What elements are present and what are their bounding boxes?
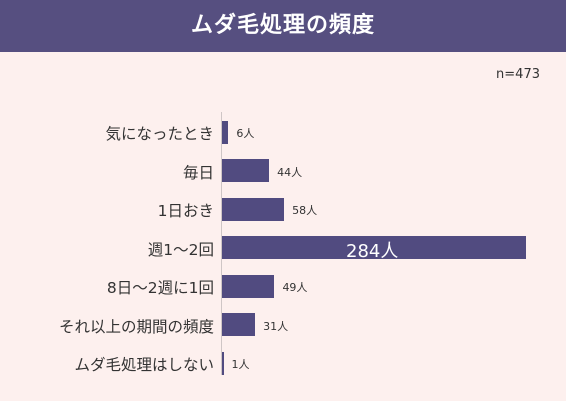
category-label: 8日～2週に1回 xyxy=(106,279,214,297)
category-label: 1日おき xyxy=(157,202,214,220)
category-label: 週1～2回 xyxy=(147,240,214,259)
bar xyxy=(222,197,285,221)
data-label: 1人 xyxy=(231,358,250,371)
bar xyxy=(222,351,224,375)
data-label: 31人 xyxy=(263,319,289,333)
category-label: 毎日 xyxy=(182,163,214,182)
bar xyxy=(222,236,526,259)
category-label: ムダ毛処理はしない xyxy=(74,356,214,374)
sample-size-note: n=473 xyxy=(496,67,540,82)
category-axis-line xyxy=(221,112,222,375)
data-label: 44人 xyxy=(277,165,303,179)
data-label: 49人 xyxy=(282,281,308,294)
bar xyxy=(222,120,229,144)
category-label: 気になったとき xyxy=(105,125,214,143)
bar xyxy=(222,159,270,182)
chart-title: ムダ毛処理の頻度 xyxy=(0,0,566,52)
data-label: 58人 xyxy=(292,204,318,217)
bar xyxy=(222,274,275,298)
data-label: 6人 xyxy=(236,127,255,140)
data-label: 284人 xyxy=(346,240,399,262)
category-label: それ以上の期間の頻度 xyxy=(58,317,214,336)
bar xyxy=(222,313,256,336)
